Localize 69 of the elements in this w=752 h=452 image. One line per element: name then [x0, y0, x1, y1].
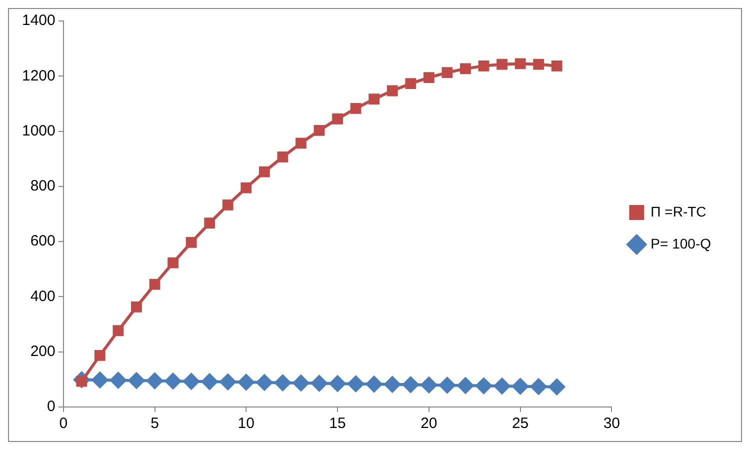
- legend-label: Π =R-TC: [650, 203, 706, 220]
- point: [110, 372, 127, 389]
- point: [386, 85, 398, 96]
- point: [366, 376, 383, 393]
- point: [530, 378, 548, 396]
- point: [347, 375, 364, 392]
- point: [222, 199, 234, 210]
- point: [292, 374, 310, 392]
- point: [551, 60, 562, 72]
- point: [514, 58, 526, 70]
- point: [314, 125, 325, 136]
- point: [402, 376, 420, 394]
- x-tick-label: 0: [59, 415, 68, 432]
- point: [201, 373, 218, 390]
- y-tick-label: 0: [47, 398, 56, 416]
- point: [149, 278, 160, 290]
- point: [548, 378, 566, 396]
- point: [310, 374, 328, 392]
- point: [146, 372, 164, 390]
- point: [496, 58, 508, 70]
- point: [91, 371, 108, 388]
- point: [512, 378, 529, 395]
- point: [204, 218, 216, 229]
- point: [456, 376, 474, 394]
- y-tick-label: 1000: [22, 122, 56, 140]
- point: [405, 78, 416, 90]
- point: [384, 376, 401, 393]
- point: [219, 373, 236, 390]
- point: [332, 113, 343, 124]
- point: [423, 72, 434, 83]
- point: [296, 138, 306, 149]
- point: [494, 378, 511, 395]
- y-tick-label: 1200: [22, 67, 56, 84]
- point: [277, 151, 288, 162]
- point: [533, 58, 544, 70]
- point: [258, 166, 270, 178]
- point: [168, 257, 178, 268]
- point: [460, 63, 471, 74]
- point: [475, 377, 492, 394]
- y-tick-label: 1400: [22, 12, 56, 30]
- point: [420, 376, 438, 394]
- point: [438, 376, 456, 394]
- y-tick-label: 600: [30, 232, 56, 250]
- point: [329, 375, 346, 392]
- point: [238, 374, 255, 391]
- point: [94, 350, 106, 361]
- point: [182, 372, 200, 390]
- y-tick-label: 800: [30, 178, 56, 195]
- x-tick-label: 30: [603, 415, 620, 432]
- point: [240, 182, 252, 194]
- point: [128, 372, 145, 390]
- point: [131, 301, 142, 312]
- point: [112, 325, 124, 336]
- y-tick-label: 400: [30, 288, 56, 305]
- point: [256, 374, 273, 391]
- point: [350, 102, 362, 114]
- point: [274, 374, 292, 392]
- legend-label: P= 100-Q: [650, 235, 712, 252]
- x-tick-label: 25: [512, 415, 529, 432]
- x-tick-label: 5: [150, 415, 159, 432]
- x-tick-label: 10: [238, 415, 254, 432]
- x-tick-label: 15: [329, 415, 346, 432]
- point: [442, 67, 453, 78]
- x-tick-label: 20: [420, 415, 438, 432]
- point: [368, 94, 380, 104]
- point: [164, 372, 182, 390]
- point: [186, 236, 197, 248]
- point: [478, 60, 490, 72]
- y-tick-label: 200: [30, 343, 56, 360]
